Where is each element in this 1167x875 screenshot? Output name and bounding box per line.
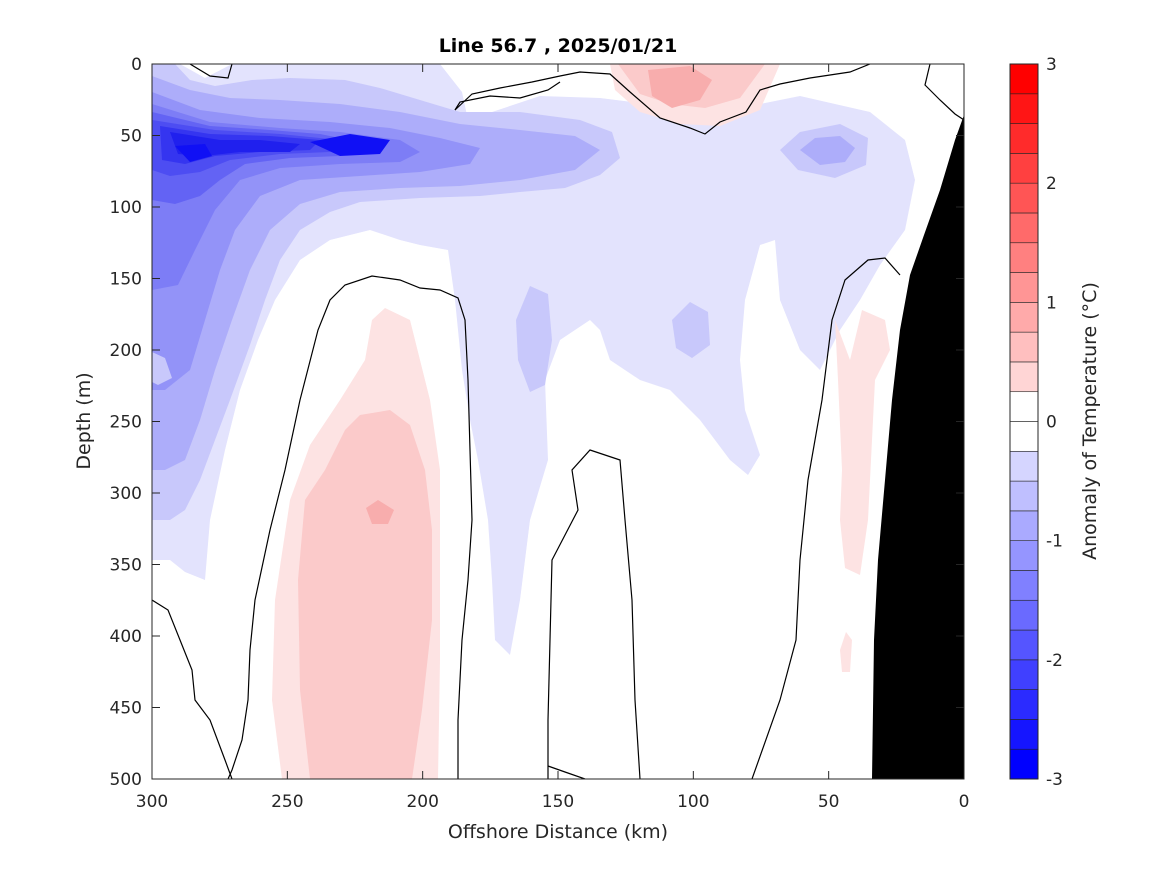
- colorbar-segment: [1009, 570, 1039, 601]
- zero-contour-corner: [924, 64, 964, 121]
- y-tick-label: 200: [110, 341, 142, 361]
- x-tick-label: 200: [406, 792, 438, 812]
- colorbar-segment: [1009, 689, 1039, 720]
- zero-contour-surface-loop: [454, 81, 561, 111]
- y-tick-label: 100: [110, 198, 142, 218]
- plot-area: [152, 64, 964, 779]
- anomaly-patch-neg-offshore: [152, 352, 172, 385]
- colorbar-segment: [1009, 450, 1039, 482]
- x-tick-label: 0: [959, 792, 970, 812]
- zero-contour-column: [227, 275, 473, 779]
- colorbar-segment: [1009, 421, 1039, 452]
- colorbar-segment: [1009, 272, 1039, 303]
- colorbar-frame: [1009, 63, 1039, 780]
- chart-title: Line 56.7 , 2025/01/21: [439, 35, 678, 57]
- colorbar-segment: [1009, 63, 1039, 95]
- colorbar-segment: [1009, 391, 1039, 422]
- y-axis-label: Depth (m): [73, 372, 95, 469]
- zero-contour-bottom: [547, 765, 586, 779]
- y-tick-label: 0: [131, 55, 142, 75]
- zero-contour-surface: [454, 64, 871, 135]
- x-tick-label: 50: [818, 792, 840, 812]
- colorbar-tick-label: -1: [1046, 532, 1063, 552]
- colorbar-segment: [1009, 480, 1039, 512]
- colorbar-segment: [1009, 629, 1039, 661]
- colorbar-segment: [1009, 748, 1039, 780]
- colorbar-tick-label: -2: [1046, 651, 1063, 671]
- y-tick-label: 50: [120, 127, 142, 147]
- anomaly-band-pos-075-surface: [648, 66, 712, 108]
- y-tick-label: 150: [110, 270, 142, 290]
- anomaly-patch-pos-025-deep: [840, 632, 852, 672]
- colorbar-segment: [1009, 540, 1039, 571]
- land-mask: [872, 115, 964, 779]
- colorbar-segment: [1009, 659, 1039, 690]
- anomaly-band-neg-250: [175, 134, 390, 162]
- colorbar-segment: [1009, 302, 1039, 333]
- colorbar-segment: [1009, 93, 1039, 124]
- colorbar-segment: [1009, 510, 1039, 541]
- y-tick-label: 300: [110, 484, 142, 504]
- x-axis-label: Offshore Distance (km): [448, 821, 668, 843]
- colorbar-segment: [1009, 719, 1039, 750]
- y-tick-label: 500: [110, 770, 142, 790]
- y-tick-label: 350: [110, 556, 142, 576]
- colorbar-segment: [1009, 361, 1039, 393]
- anomaly-band-pos-025-shelf: [835, 310, 890, 575]
- colorbar-ticks: -3 -2 -1 0 1 2 3: [1046, 55, 1063, 790]
- anomaly-patch-neg-mid2: [672, 302, 710, 358]
- zero-contour-offshore: [152, 599, 233, 779]
- x-tick-label: 300: [136, 792, 168, 812]
- colorbar-label: Anomaly of Temperature (°C): [1079, 282, 1101, 560]
- zero-contour-shelf: [751, 257, 901, 779]
- x-axis: 300 250 200 150 100 50 0: [136, 64, 970, 812]
- zero-contour-top-left: [189, 64, 233, 79]
- x-tick-label: 150: [542, 792, 574, 812]
- anomaly-patch-pos-075-column: [366, 500, 394, 524]
- colorbar-segment: [1009, 153, 1039, 184]
- zero-contours: [152, 64, 964, 779]
- zero-contour-mid: [547, 449, 641, 779]
- colorbar-tick-label: -3: [1046, 770, 1063, 790]
- y-tick-label: 250: [110, 413, 142, 433]
- colorbar-segment: [1009, 212, 1039, 244]
- anomaly-band-pos-050-column: [298, 410, 432, 779]
- colorbar-tick-label: 3: [1046, 55, 1057, 75]
- y-axis: 0 50 100 150 200 250 300 350 400 450 500: [110, 55, 964, 790]
- x-tick-label: 250: [271, 792, 303, 812]
- colorbar-segment: [1009, 123, 1039, 154]
- colorbar-segment: [1009, 599, 1039, 631]
- colorbar: [1009, 63, 1039, 780]
- colorbar-tick-label: 2: [1046, 174, 1057, 194]
- colorbar-segment: [1009, 242, 1039, 273]
- anomaly-patch-neg-nearshore-core: [800, 136, 855, 165]
- colorbar-segment: [1009, 182, 1039, 214]
- colorbar-tick-label: 0: [1046, 413, 1057, 433]
- colorbar-segment: [1009, 331, 1039, 363]
- colorbar-tick-label: 1: [1046, 293, 1057, 313]
- y-tick-label: 450: [110, 699, 142, 719]
- y-tick-label: 400: [110, 627, 142, 647]
- anomaly-patch-neg-mid: [516, 286, 552, 392]
- x-tick-label: 100: [677, 792, 709, 812]
